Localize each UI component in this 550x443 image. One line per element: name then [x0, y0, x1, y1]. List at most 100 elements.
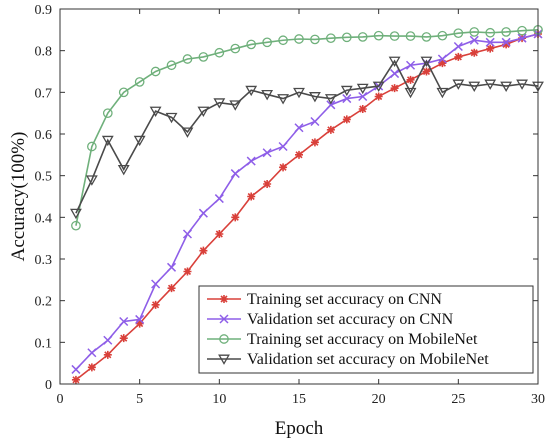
data-point: [119, 316, 129, 327]
data-point: [182, 229, 192, 239]
data-point: [214, 194, 224, 204]
data-point: [356, 83, 369, 95]
data-point: [437, 54, 447, 64]
y-tick-label: 0: [45, 378, 52, 393]
data-point: [310, 34, 320, 45]
data-point: [167, 284, 176, 293]
data-point: [501, 37, 511, 47]
data-point: [294, 34, 304, 44]
series-1: [71, 30, 542, 384]
legend-marker: [219, 334, 229, 344]
legend-label: Validation set accuracy on MobileNet: [247, 351, 489, 368]
data-point: [404, 87, 417, 99]
legend: Training set accuracy on CNN Validation s…: [198, 285, 534, 374]
data-point: [342, 115, 351, 124]
data-point: [71, 220, 81, 231]
data-point: [469, 35, 479, 45]
data-point: [486, 44, 495, 53]
data-point: [135, 314, 145, 324]
data-point: [199, 246, 208, 255]
data-point: [390, 84, 399, 93]
data-point: [87, 348, 97, 358]
data-point: [230, 43, 241, 54]
data-point: [438, 59, 447, 68]
data-point: [279, 163, 288, 172]
legend-label: Training set accuracy on MobileNet: [247, 331, 478, 348]
data-point: [118, 87, 129, 98]
series-line: [75, 59, 539, 214]
data-point: [119, 334, 128, 343]
data-point: [134, 77, 145, 87]
data-point: [420, 56, 433, 67]
data-point: [436, 87, 449, 99]
y-tick-label: 0.6: [35, 128, 53, 143]
data-point: [452, 79, 465, 90]
data-point: [421, 32, 432, 42]
data-point: [183, 267, 192, 276]
y-tick-label: 0.4: [35, 211, 53, 226]
y-axis-label: Accuracy(100%): [8, 132, 29, 262]
data-point: [181, 127, 194, 138]
data-point: [341, 32, 352, 43]
y-tick-label: 0.5: [35, 170, 53, 185]
data-point: [230, 169, 240, 179]
data-point: [103, 335, 113, 345]
data-point: [198, 52, 209, 62]
legend-marker: [219, 314, 229, 324]
legend-entry: Training set accuracy on CNN: [207, 291, 442, 308]
y-tick-label: 0.8: [35, 45, 53, 60]
data-point: [310, 138, 319, 147]
data-point: [245, 85, 258, 97]
data-point: [422, 67, 431, 76]
x-tick-label: 25: [451, 392, 465, 407]
x-axis-label: Epoch: [275, 418, 324, 439]
data-point: [213, 98, 226, 109]
data-point: [310, 116, 320, 127]
data-point: [278, 141, 288, 152]
data-point: [326, 33, 336, 44]
data-point: [390, 69, 400, 79]
data-point: [326, 100, 336, 110]
series-4: [70, 56, 544, 220]
data-point: [468, 81, 481, 92]
data-point: [87, 363, 96, 372]
data-point: [454, 52, 463, 61]
data-point: [324, 94, 337, 105]
data-point: [135, 319, 144, 328]
data-point: [372, 81, 385, 92]
data-point: [358, 105, 367, 113]
legend-marker: [220, 295, 228, 303]
series-layer: [70, 24, 544, 384]
data-point: [85, 175, 98, 186]
series-line: [75, 33, 539, 370]
data-point: [485, 27, 496, 38]
data-point: [342, 94, 352, 104]
data-point: [262, 148, 272, 158]
data-point: [484, 79, 497, 90]
series-3: [71, 24, 543, 231]
data-point: [406, 75, 415, 84]
data-point: [517, 25, 527, 36]
data-point: [151, 300, 160, 309]
x-tick-label: 15: [292, 392, 306, 407]
data-point: [405, 31, 416, 41]
data-point: [309, 92, 321, 103]
data-point: [70, 208, 82, 220]
data-point: [151, 279, 161, 289]
x-tick-label: 0: [57, 392, 64, 407]
legend-box: [198, 285, 534, 374]
data-point: [453, 28, 464, 39]
data-point: [231, 213, 240, 222]
y-tick-label: 0.7: [35, 86, 53, 101]
legend-marker: [218, 354, 230, 365]
data-point: [470, 48, 479, 57]
data-point: [388, 56, 401, 67]
data-point: [102, 108, 113, 119]
data-point: [389, 31, 400, 41]
data-point: [500, 81, 513, 92]
y-tick-label: 0.1: [35, 336, 53, 351]
series-2: [71, 29, 543, 374]
data-point: [197, 106, 210, 117]
data-point: [150, 66, 161, 77]
data-point: [247, 192, 256, 201]
